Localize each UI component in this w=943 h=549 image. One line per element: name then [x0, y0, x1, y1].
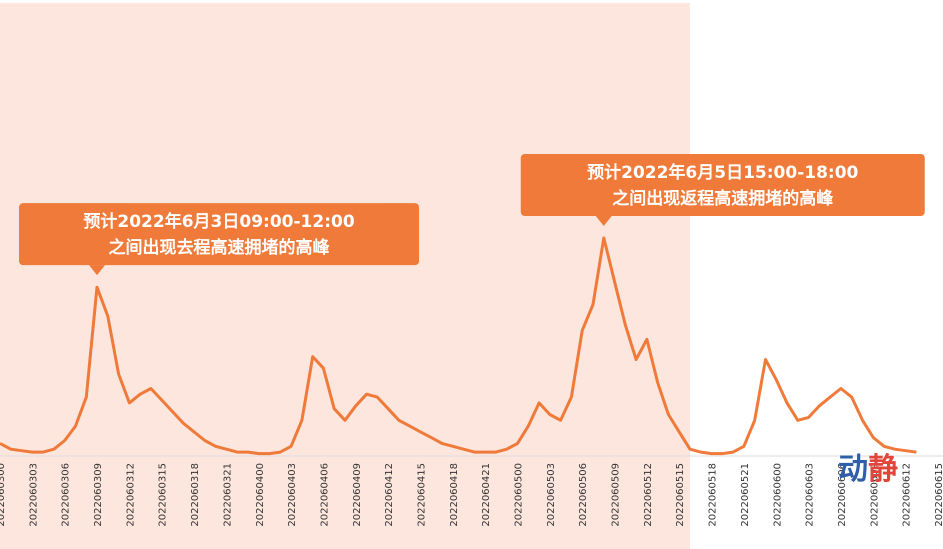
callout-line-2: 之间出现去程高速拥堵的高峰 [109, 237, 331, 258]
x-tick-label: 2022060300 [0, 463, 7, 527]
x-tick-label: 2022060509 [611, 463, 622, 527]
x-tick-label: 2022060609 [869, 463, 880, 527]
peak-callout: 预计2022年6月3日09:00-12:00 之间出现去程高速拥堵的高峰 [19, 203, 420, 276]
peak-callouts: 预计2022年6月3日09:00-12:00之间出现去程高速拥堵的高峰预计202… [19, 154, 925, 276]
x-tick-label: 2022060412 [384, 463, 395, 527]
x-tick-label: 2022060421 [481, 463, 492, 527]
x-tick-label: 2022060321 [222, 463, 233, 527]
x-tick-label: 2022060512 [643, 463, 654, 527]
x-tick-label: 2022060600 [772, 463, 783, 527]
x-tick-label: 2022060306 [61, 463, 72, 527]
x-tick-label: 2022060403 [287, 463, 298, 527]
forecast-highlight-region [0, 3, 690, 549]
x-tick-label: 2022060506 [578, 463, 589, 527]
x-tick-label: 2022060400 [255, 463, 266, 527]
x-tick-label: 2022060518 [708, 463, 719, 527]
traffic-index-line [0, 236, 917, 456]
x-tick-label: 2022060315 [158, 463, 169, 527]
x-tick-label: 2022060409 [352, 463, 363, 527]
x-tick-label: 2022060415 [417, 463, 428, 527]
x-tick-label: 2022060500 [514, 463, 525, 527]
x-tick-label: 2022060521 [740, 463, 751, 527]
x-tick-label: 2022060603 [805, 463, 816, 527]
x-tick-label: 2022060503 [546, 463, 557, 527]
dongjing-logo: 动静 [838, 455, 898, 485]
callout-line-2: 之间出现返程高速拥堵的高峰 [612, 188, 834, 209]
peak-callout: 预计2022年6月5日15:00-18:00 之间出现返程高速拥堵的高峰 [520, 154, 925, 226]
x-tick-label: 2022060406 [319, 463, 330, 527]
x-tick-label: 2022060418 [449, 463, 460, 527]
callout-line-1: 预计2022年6月5日15:00-18:00 [587, 162, 858, 183]
logo-part1: 动 [838, 452, 868, 487]
x-tick-label: 2022060612 [902, 463, 913, 527]
callout-line-1: 预计2022年6月3日09:00-12:00 [83, 211, 354, 232]
callout-pointer [89, 265, 106, 276]
x-tick-label: 2022060303 [28, 463, 39, 527]
logo-part2: 静 [868, 452, 898, 487]
callout-box [520, 154, 925, 216]
x-tick-label: 2022060606 [837, 463, 848, 527]
x-tick-label: 2022060312 [125, 463, 136, 527]
callout-box [19, 203, 420, 266]
x-axis-ticks: 2022060300 2022060303 2022060306 2022060309… [0, 463, 943, 527]
x-tick-label: 2022060309 [93, 463, 104, 527]
x-tick-label: 2022060318 [190, 463, 201, 527]
x-tick-label: 2022060615 [934, 463, 943, 527]
x-tick-label: 2022060515 [675, 463, 686, 527]
callout-pointer [595, 216, 612, 226]
